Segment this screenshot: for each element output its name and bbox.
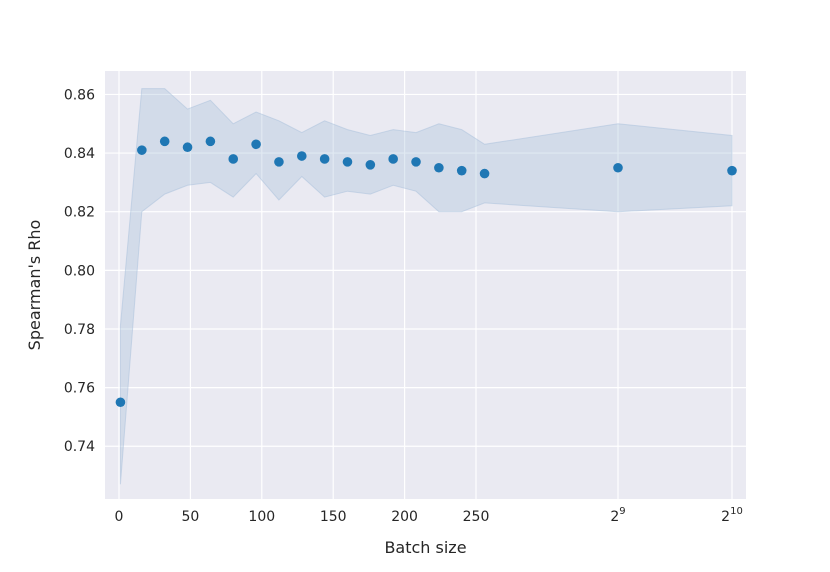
x-axis-label: Batch size xyxy=(384,538,466,557)
y-tick-label: 0.84 xyxy=(64,146,95,162)
x-tick-label: 150 xyxy=(320,509,347,525)
data-point xyxy=(159,136,170,147)
y-axis-label: Spearman's Rho xyxy=(25,220,44,351)
y-tick-label: 0.78 xyxy=(64,322,95,338)
data-point xyxy=(456,165,467,176)
data-point xyxy=(182,142,193,153)
data-point xyxy=(365,160,376,170)
data-point xyxy=(251,139,261,150)
data-point xyxy=(319,154,330,164)
x-tick-label: 250 xyxy=(463,509,490,525)
x-tick-label: 0 xyxy=(115,509,124,525)
data-point xyxy=(434,162,444,173)
x-tick-label: 29 xyxy=(610,506,625,525)
y-tick-label: 0.82 xyxy=(64,205,95,221)
x-tick-labels: 0 50 100 150 200 250 29 210 xyxy=(115,506,743,525)
data-point xyxy=(479,168,490,179)
y-tick-label: 0.86 xyxy=(64,87,95,103)
data-point xyxy=(411,157,421,167)
y-tick-label: 0.76 xyxy=(64,381,95,397)
data-point xyxy=(115,397,126,408)
data-point xyxy=(342,157,353,167)
data-point xyxy=(296,151,307,161)
confidence-band xyxy=(119,88,733,485)
x-tick-label: 100 xyxy=(248,509,275,525)
data-point xyxy=(205,136,216,147)
data-point xyxy=(137,145,147,155)
x-tick-label: 50 xyxy=(181,509,199,525)
data-point xyxy=(727,165,737,176)
x-tick-exponent: 9 xyxy=(619,506,625,517)
data-points xyxy=(115,136,737,408)
data-point xyxy=(274,157,284,167)
y-tick-label: 0.80 xyxy=(64,263,95,279)
x-tick-label: 200 xyxy=(391,509,418,525)
data-point xyxy=(388,154,398,164)
x-tick-label: 210 xyxy=(721,506,743,525)
data-point xyxy=(613,162,623,173)
x-tick-exponent: 10 xyxy=(730,506,743,517)
y-tick-label: 0.74 xyxy=(64,439,95,455)
data-point xyxy=(228,154,239,164)
y-tick-labels: 0.74 0.76 0.78 0.80 0.82 0.84 0.86 xyxy=(64,87,95,455)
